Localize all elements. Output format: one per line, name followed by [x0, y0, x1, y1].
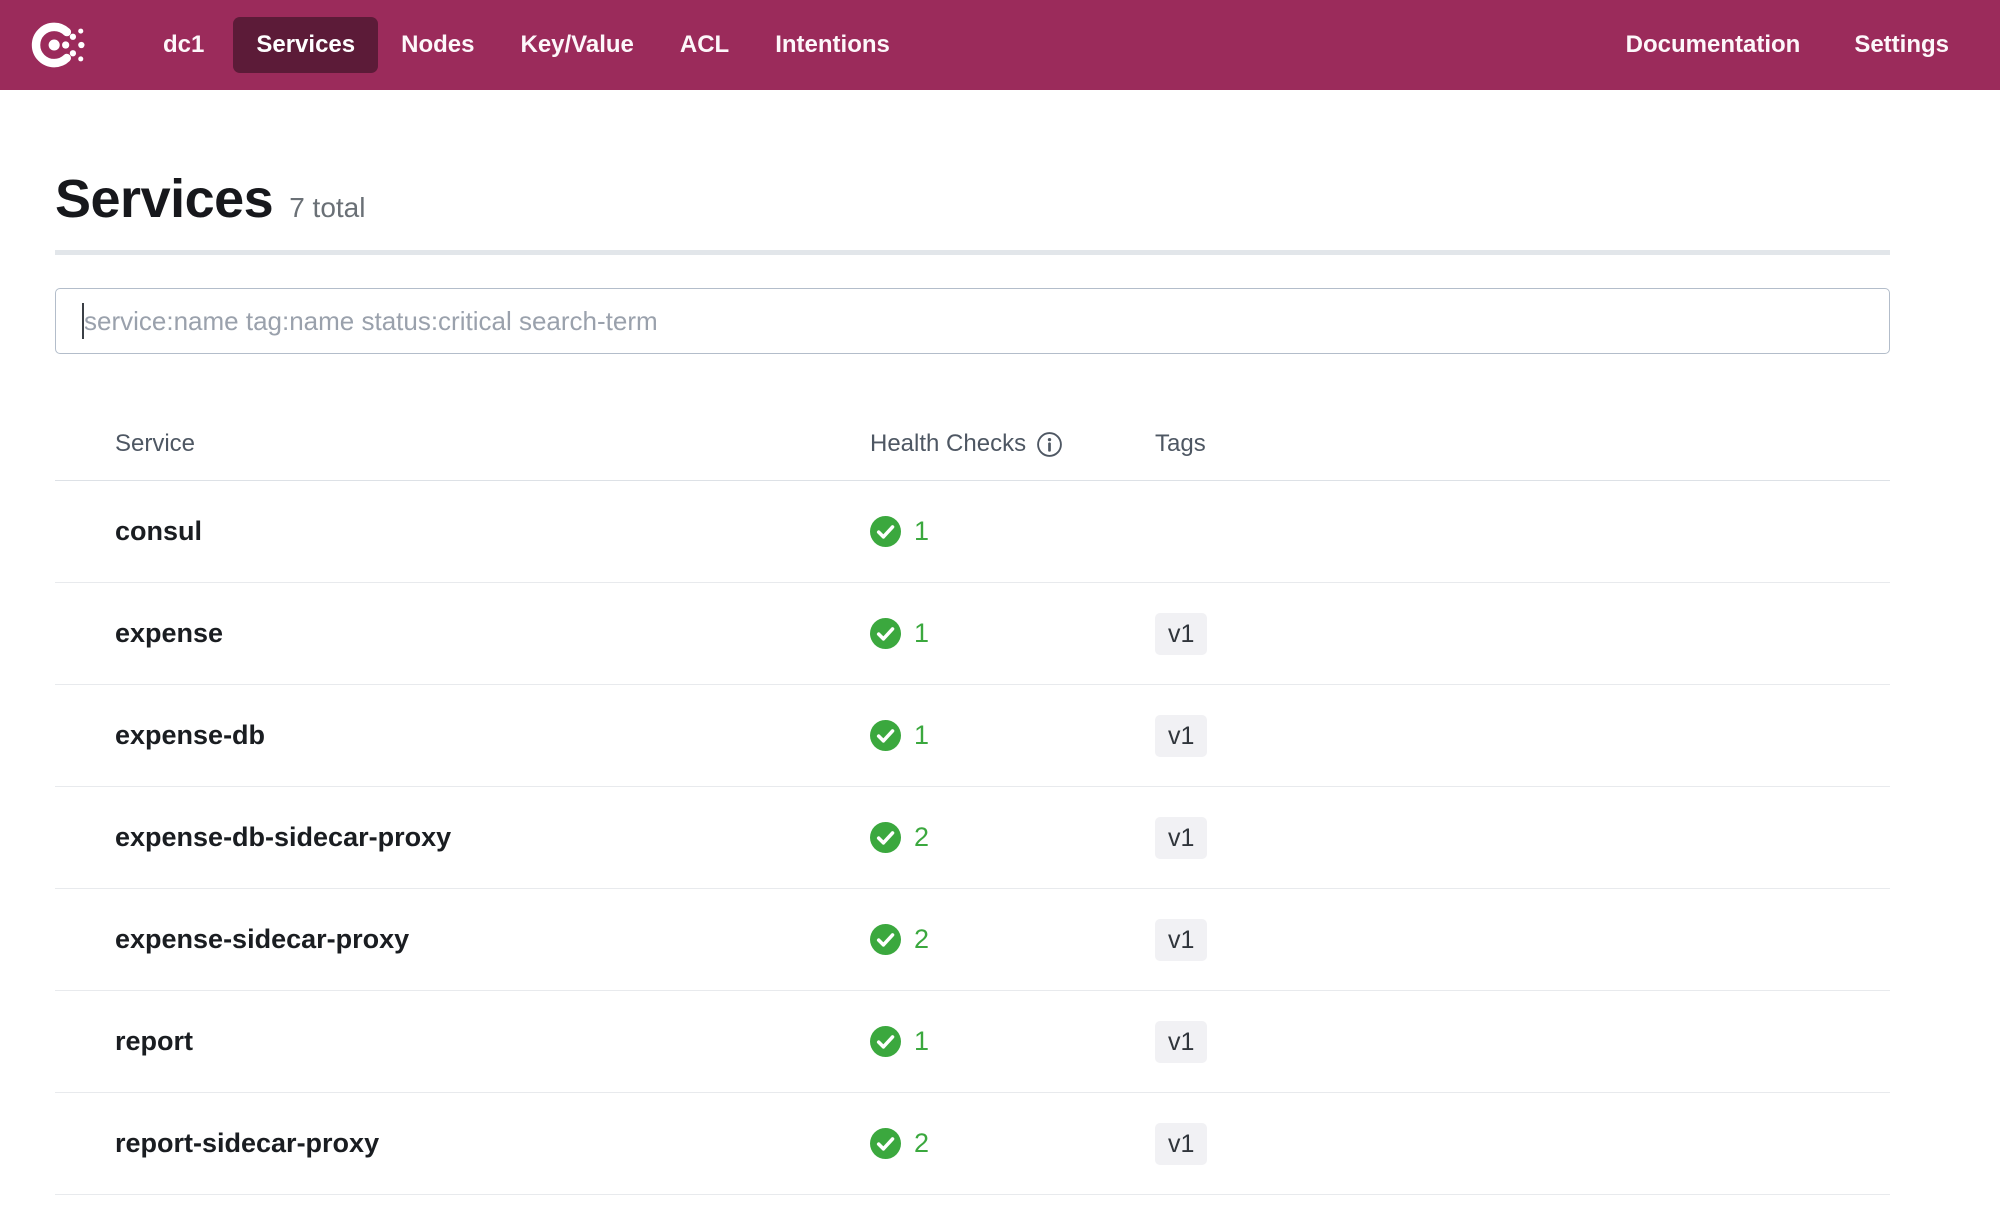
nav-item-acl[interactable]: ACL [679, 31, 730, 58]
tags-cell: v1 [1155, 918, 1890, 961]
title-divider [55, 250, 1890, 255]
health-checks-cell: 1 [870, 618, 1155, 649]
service-name: expense-db-sidecar-proxy [115, 822, 452, 852]
check-circle-icon [870, 618, 901, 649]
check-circle-icon [870, 720, 901, 751]
service-name: expense [115, 618, 224, 648]
top-nav: dc1 Services Nodes Key/Value ACL Intentions … [0, 0, 2000, 90]
tags-cell: v1 [1155, 1122, 1890, 1165]
nav-item-documentation[interactable]: Documentation [1625, 31, 1801, 58]
health-checks-cell: 2 [870, 1128, 1155, 1159]
health-checks-count: 2 [914, 1128, 930, 1158]
tag-badge: v1 [1155, 816, 1208, 859]
service-name: expense-sidecar-proxy [115, 924, 410, 954]
services-table: Service Health Checks Tags consul 1 [55, 392, 1890, 1195]
secondary-nav: Documentation Settings [1603, 17, 1972, 73]
health-checks-count: 1 [914, 618, 930, 648]
datacenter-selector[interactable]: dc1 [163, 31, 205, 58]
text-cursor [82, 303, 84, 339]
check-circle-icon [870, 822, 901, 853]
service-row-report[interactable]: report 1 v1 [55, 991, 1890, 1093]
tags-cell: v1 [1155, 816, 1890, 859]
check-circle-icon [870, 1128, 901, 1159]
check-circle-icon [870, 1026, 901, 1057]
services-table-body: consul 1 expense 1 v1 expense-db 1 [55, 481, 1890, 1195]
tag-badge: v1 [1155, 612, 1208, 655]
nav-item-key-value[interactable]: Key/Value [520, 31, 634, 58]
service-row-expense-sidecar-proxy[interactable]: expense-sidecar-proxy 2 v1 [55, 889, 1890, 991]
nav-item-intentions[interactable]: Intentions [775, 31, 890, 58]
nav-right-items: Documentation Settings [1603, 17, 1972, 73]
tag-badge: v1 [1155, 1122, 1208, 1165]
service-row-expense[interactable]: expense 1 v1 [55, 583, 1890, 685]
tags-cell: v1 [1155, 714, 1890, 757]
tags-cell: v1 [1155, 612, 1890, 655]
service-row-report-sidecar-proxy[interactable]: report-sidecar-proxy 2 v1 [55, 1093, 1890, 1195]
primary-nav: dc1 Services Nodes Key/Value ACL Intentions [140, 17, 913, 73]
service-row-consul[interactable]: consul 1 [55, 481, 1890, 583]
health-checks-count: 1 [914, 516, 930, 546]
health-checks-count: 2 [914, 822, 930, 852]
info-icon[interactable] [1036, 431, 1063, 458]
service-row-expense-db[interactable]: expense-db 1 v1 [55, 685, 1890, 787]
page-header: Services 7 total [55, 168, 1890, 230]
tag-badge: v1 [1155, 1020, 1208, 1063]
main-content: Services 7 total Service Health Checks T… [55, 168, 1890, 1195]
column-header-tags: Tags [1155, 430, 1206, 457]
tag-badge: v1 [1155, 714, 1208, 757]
check-circle-icon [870, 924, 901, 955]
service-name: expense-db [115, 720, 266, 750]
nav-items: Services Nodes Key/Value ACL Intentions [233, 17, 913, 73]
health-checks-count: 1 [914, 720, 930, 750]
nav-item-settings[interactable]: Settings [1854, 31, 1949, 58]
services-total-count: 7 total [289, 192, 366, 223]
health-checks-cell: 1 [870, 1026, 1155, 1057]
service-row-expense-db-sidecar-proxy[interactable]: expense-db-sidecar-proxy 2 v1 [55, 787, 1890, 889]
search-bar [55, 288, 1890, 354]
health-checks-cell: 1 [870, 516, 1155, 547]
health-checks-cell: 2 [870, 822, 1155, 853]
tag-badge: v1 [1155, 918, 1208, 961]
tags-cell: v1 [1155, 1020, 1890, 1063]
services-table-header: Service Health Checks Tags [55, 392, 1890, 481]
consul-logo-glyph [31, 22, 85, 68]
page-title: Services [55, 169, 274, 229]
service-name: report [115, 1026, 194, 1056]
service-name: consul [115, 516, 203, 546]
nav-item-services[interactable]: Services [233, 17, 379, 73]
health-checks-cell: 1 [870, 720, 1155, 751]
check-circle-icon [870, 516, 901, 547]
search-input[interactable] [55, 288, 1890, 354]
consul-logo-icon[interactable] [30, 16, 92, 74]
column-header-health-checks: Health Checks [870, 430, 1155, 458]
nav-item-nodes[interactable]: Nodes [401, 31, 475, 58]
health-checks-count: 1 [914, 1026, 930, 1056]
health-checks-count: 2 [914, 924, 930, 954]
column-header-service: Service [115, 430, 196, 457]
health-checks-cell: 2 [870, 924, 1155, 955]
service-name: report-sidecar-proxy [115, 1128, 380, 1158]
